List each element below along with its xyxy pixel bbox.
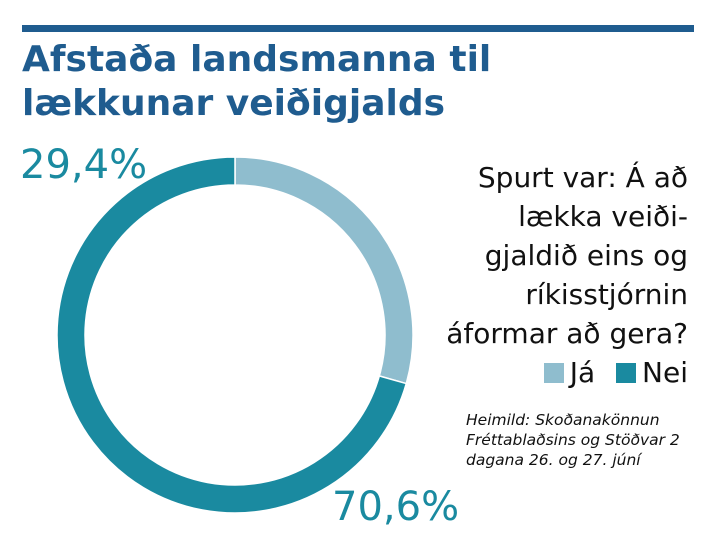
source-line-1: Heimild: Skoðanakönnun bbox=[466, 411, 660, 429]
chart-title: Afstaða landsmanna til lækkunar veiðigja… bbox=[22, 38, 694, 126]
legend-label-nei: Nei bbox=[642, 356, 688, 389]
source-line-2: Fréttablaðsins og Stöðvar 2 bbox=[466, 431, 680, 449]
legend-swatch-ja bbox=[543, 363, 564, 383]
donut-chart bbox=[56, 156, 414, 514]
donut-slice-nei bbox=[56, 156, 408, 514]
legend-swatch-nei bbox=[616, 363, 637, 383]
top-rule bbox=[22, 25, 694, 32]
donut-slice-ja bbox=[234, 156, 414, 385]
source-line-3: dagana 26. og 27. júní bbox=[466, 451, 641, 469]
slice-label-nei: 70,6% bbox=[332, 484, 460, 530]
legend-item-nei: Nei bbox=[604, 353, 688, 392]
source-note: Heimild: Skoðanakönnun Fréttablaðsins og… bbox=[466, 410, 702, 470]
chart-title-line-2: lækkunar veiðigjalds bbox=[22, 83, 446, 124]
legend-label-ja: Já bbox=[569, 356, 596, 389]
slice-label-ja: 29,4% bbox=[20, 142, 148, 188]
chart-title-line-1: Afstaða landsmanna til bbox=[22, 39, 492, 80]
question-text: Spurt var: Á að lækka veiði-gjaldið eins… bbox=[446, 161, 688, 350]
legend-block: Spurt var: Á að lækka veiði-gjaldið eins… bbox=[440, 158, 688, 392]
legend-item-ja: Já bbox=[532, 353, 595, 392]
